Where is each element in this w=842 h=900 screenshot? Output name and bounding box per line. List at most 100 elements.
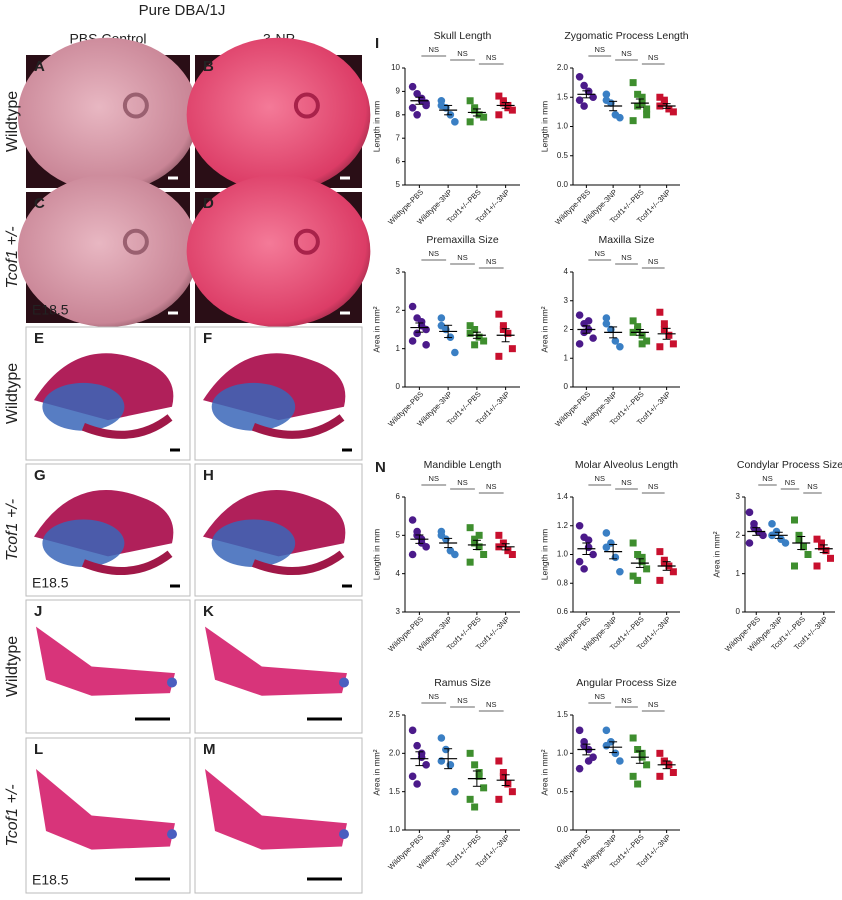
y-tick-label: 0.0 bbox=[557, 180, 569, 189]
panel-letter: I bbox=[375, 35, 379, 52]
data-point bbox=[580, 81, 588, 90]
chart-title: Molar Alveolus Length bbox=[575, 459, 678, 471]
data-point bbox=[437, 321, 446, 330]
data-point bbox=[451, 348, 459, 357]
significance-label: NS bbox=[785, 478, 795, 487]
y-tick-label: 1.0 bbox=[557, 122, 569, 131]
data-point bbox=[656, 772, 664, 780]
data-point bbox=[422, 325, 430, 334]
data-point bbox=[584, 536, 593, 544]
data-point bbox=[471, 535, 479, 543]
embryo-head bbox=[186, 174, 371, 327]
data-point bbox=[471, 539, 479, 547]
data-point bbox=[413, 89, 421, 98]
error-bar bbox=[501, 102, 510, 109]
cartilage-stain bbox=[42, 382, 125, 431]
data-point bbox=[643, 761, 651, 769]
data-point bbox=[745, 508, 754, 517]
significance-label: NS bbox=[457, 49, 467, 58]
chart-title: Maxilla Size bbox=[598, 234, 654, 246]
data-point bbox=[422, 341, 430, 349]
data-point bbox=[602, 314, 611, 322]
y-tick-label: 5 bbox=[396, 180, 401, 189]
data-point bbox=[466, 524, 474, 532]
data-point bbox=[508, 551, 516, 558]
data-point bbox=[616, 113, 624, 122]
data-point bbox=[466, 795, 474, 803]
data-point bbox=[669, 769, 677, 776]
y-tick-label: 6 bbox=[396, 492, 401, 501]
significance-label: NS bbox=[648, 53, 658, 62]
data-point bbox=[602, 529, 611, 537]
error-bar bbox=[472, 331, 481, 339]
y-tick-label: 2 bbox=[736, 530, 741, 539]
data-point bbox=[499, 326, 507, 333]
y-axis-label: Area in mm² bbox=[711, 531, 721, 577]
data-point bbox=[408, 726, 417, 735]
panel-letter: A bbox=[34, 58, 45, 75]
error-bar bbox=[797, 535, 806, 551]
data-point bbox=[795, 531, 803, 539]
data-point bbox=[422, 761, 430, 769]
embryo-eye bbox=[293, 228, 320, 255]
cartilage-stain bbox=[167, 677, 177, 688]
chart-title: Angular Process Size bbox=[576, 677, 677, 689]
data-point bbox=[629, 734, 637, 742]
error-bar bbox=[609, 100, 618, 112]
y-tick-label: 0 bbox=[396, 382, 401, 391]
data-point bbox=[466, 329, 474, 337]
data-point bbox=[759, 531, 767, 540]
stage-label: E18.5 bbox=[32, 575, 69, 591]
data-point bbox=[499, 539, 507, 547]
data-point bbox=[499, 322, 507, 330]
data-point bbox=[575, 340, 584, 348]
data-point bbox=[480, 784, 488, 792]
data-point bbox=[629, 317, 637, 325]
significance-label: NS bbox=[429, 249, 439, 258]
error-bar bbox=[819, 544, 828, 554]
data-point bbox=[475, 769, 483, 776]
data-point bbox=[584, 757, 593, 765]
chart-title: Condylar Process Size bbox=[737, 459, 842, 471]
data-point bbox=[471, 803, 479, 811]
mandible-stain bbox=[36, 626, 175, 696]
data-point bbox=[437, 734, 446, 742]
data-point bbox=[656, 343, 664, 351]
significance-label: NS bbox=[807, 482, 817, 491]
error-bar bbox=[662, 760, 671, 770]
error-bar bbox=[501, 774, 510, 787]
data-point bbox=[629, 117, 637, 125]
error-bar bbox=[444, 748, 453, 770]
data-point bbox=[589, 93, 597, 102]
data-point bbox=[634, 102, 642, 110]
data-point bbox=[408, 550, 417, 559]
data-point bbox=[791, 516, 798, 524]
data-point bbox=[602, 90, 611, 99]
row-label: Tcof1 +/- bbox=[4, 499, 21, 561]
error-bar bbox=[774, 531, 783, 539]
error-bar bbox=[501, 543, 510, 551]
error-bar bbox=[444, 104, 453, 116]
data-point bbox=[768, 520, 776, 528]
data-point bbox=[466, 97, 474, 105]
panel-letter: M bbox=[203, 741, 216, 758]
data-point bbox=[408, 516, 417, 524]
mandible-stain bbox=[205, 626, 347, 696]
significance-label: NS bbox=[621, 49, 631, 58]
data-point bbox=[791, 562, 798, 570]
error-bar bbox=[472, 108, 481, 117]
data-point bbox=[629, 79, 637, 87]
data-point bbox=[437, 101, 446, 110]
data-point bbox=[466, 749, 474, 757]
jaw-stain bbox=[81, 550, 173, 576]
y-tick-label: 0 bbox=[564, 382, 569, 391]
data-point bbox=[643, 111, 651, 119]
error-bar bbox=[444, 324, 453, 339]
significance-label: NS bbox=[762, 474, 772, 483]
y-tick-label: 3 bbox=[396, 267, 401, 276]
data-point bbox=[451, 787, 459, 796]
data-point bbox=[504, 780, 512, 788]
y-tick-label: 1 bbox=[736, 569, 741, 578]
data-point bbox=[634, 576, 642, 584]
